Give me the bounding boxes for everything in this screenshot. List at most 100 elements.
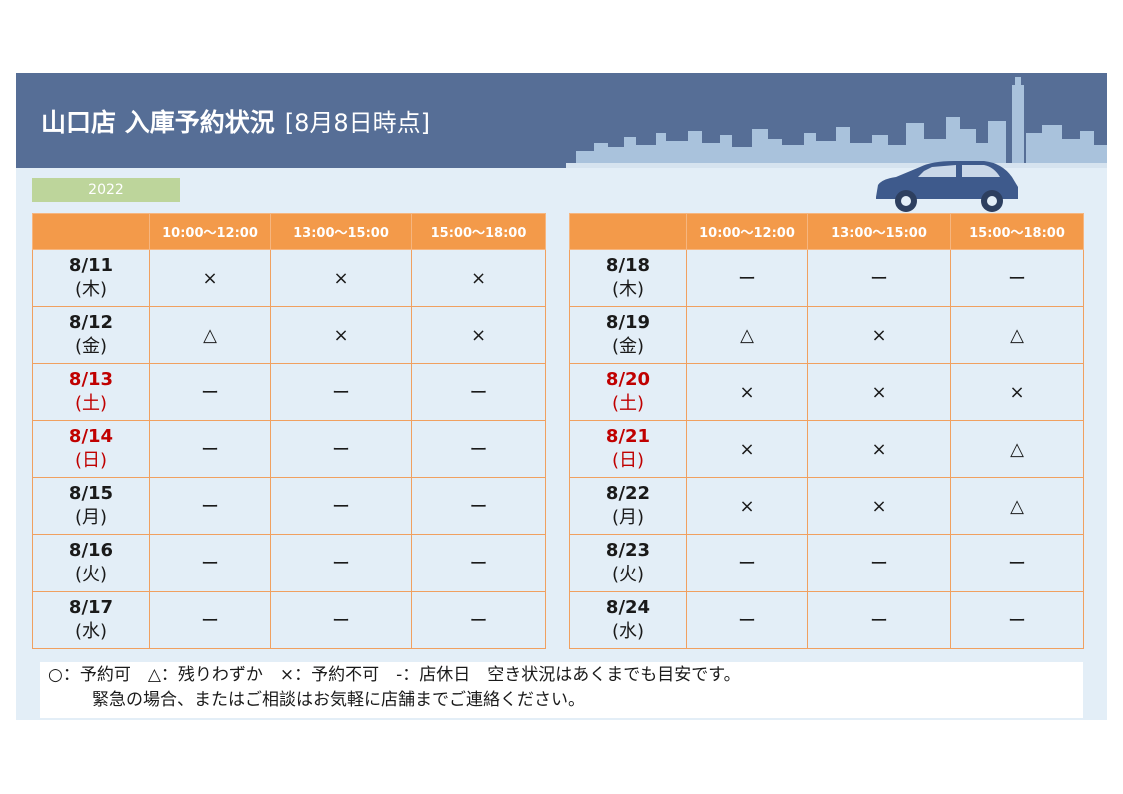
slot-cell: ー — [270, 363, 412, 421]
weekday-label: (日) — [74, 450, 108, 471]
date-cell: 8/19 (金) — [569, 306, 687, 364]
store-title: 山口店 入庫予約状況 — [41, 108, 275, 137]
slot-cell: × — [807, 420, 951, 478]
as-of-date: [8月8日時点] — [284, 109, 430, 137]
date-label: 8/13 — [68, 369, 114, 390]
availability-mark: ー — [201, 383, 219, 404]
weekday-label: (木) — [74, 279, 108, 300]
slot-cell: △ — [950, 477, 1084, 535]
table-header-row: 10:00～12:00 13:00～15:00 15:00～18:00 — [569, 213, 1084, 250]
slot-cell: ー — [950, 591, 1084, 649]
slot-cell: ー — [807, 249, 951, 307]
date-label: 8/19 — [605, 312, 651, 333]
availability-mark: ー — [201, 611, 219, 632]
availability-mark: × — [739, 495, 755, 517]
availability-mark: △ — [740, 324, 754, 346]
availability-mark: ー — [469, 383, 488, 404]
slot-cell: ー — [270, 420, 412, 478]
availability-mark: ー — [1008, 611, 1026, 632]
table-row: 8/20 (土) × × × — [569, 363, 1084, 421]
availability-mark: ー — [1008, 554, 1026, 575]
availability-mark: ー — [469, 497, 488, 518]
date-cell: 8/14 (日) — [32, 420, 150, 478]
slot-cell: × — [950, 363, 1084, 421]
slot-cell: × — [686, 363, 808, 421]
slot-cell: △ — [686, 306, 808, 364]
city-skyline-icon — [566, 77, 1107, 168]
date-cell: 8/16 (火) — [32, 534, 150, 592]
availability-mark: ー — [201, 554, 219, 575]
table-row: 8/15 (月) ー ー ー — [32, 477, 546, 535]
availability-mark: × — [871, 495, 887, 517]
date-cell: 8/23 (火) — [569, 534, 687, 592]
date-cell: 8/13 (土) — [32, 363, 150, 421]
date-cell: 8/21 (日) — [569, 420, 687, 478]
slot-cell: △ — [950, 420, 1084, 478]
date-label: 8/22 — [605, 483, 651, 504]
schedule-table-right: 10:00～12:00 13:00～15:00 15:00～18:00 8/18… — [569, 213, 1084, 649]
date-cell: 8/11 (木) — [32, 249, 150, 307]
availability-mark: × — [202, 267, 218, 289]
slot-cell: △ — [950, 306, 1084, 364]
weekday-label: (月) — [611, 507, 645, 528]
weekday-label: (土) — [74, 393, 108, 414]
table-row: 8/19 (金) △ × △ — [569, 306, 1084, 364]
date-label: 8/11 — [68, 255, 114, 276]
table-row: 8/17 (水) ー ー ー — [32, 591, 546, 649]
availability-mark: ー — [469, 554, 488, 575]
slot-cell: × — [807, 477, 951, 535]
date-cell: 8/24 (水) — [569, 591, 687, 649]
slot-cell: ー — [807, 534, 951, 592]
weekday-label: (水) — [611, 621, 645, 642]
slot-cell: × — [411, 249, 546, 307]
slot-cell: × — [411, 306, 546, 364]
slot-cell: × — [686, 477, 808, 535]
slot-cell: × — [807, 306, 951, 364]
availability-mark: × — [333, 267, 349, 289]
availability-mark: × — [739, 438, 755, 460]
slot-cell: ー — [270, 591, 412, 649]
slot-cell: ー — [411, 420, 546, 478]
legend-line-2: 緊急の場合、またはご相談はお気軽に店舗までご連絡ください。 — [92, 690, 585, 710]
slot-cell: ー — [950, 249, 1084, 307]
table-row: 8/21 (日) × × △ — [569, 420, 1084, 478]
slot-cell: ー — [149, 534, 271, 592]
availability-mark: ー — [201, 440, 219, 461]
availability-mark: × — [1009, 381, 1025, 403]
availability-mark: ー — [469, 440, 488, 461]
weekday-label: (土) — [611, 393, 645, 414]
date-cell: 8/15 (月) — [32, 477, 150, 535]
year-badge: 2022 — [32, 178, 180, 202]
availability-mark: △ — [1010, 438, 1024, 460]
header-banner: 山口店 入庫予約状況 [8月8日時点] — [16, 73, 1107, 168]
slot-cell: ー — [807, 591, 951, 649]
weekday-label: (金) — [74, 336, 108, 357]
date-cell: 8/12 (金) — [32, 306, 150, 364]
availability-mark: × — [739, 381, 755, 403]
slot-cell: ー — [149, 591, 271, 649]
slot-cell: ー — [411, 363, 546, 421]
availability-mark: ー — [738, 554, 756, 575]
slot-cell: ー — [686, 591, 808, 649]
availability-mark: ー — [469, 611, 488, 632]
date-label: 8/23 — [605, 540, 651, 561]
weekday-label: (金) — [611, 336, 645, 357]
legend-line-1: ○：予約可 △：残りわずか ×：予約不可 -：店休日 空き状況はあくまでも目安で… — [48, 665, 741, 685]
slot-cell: ー — [686, 249, 808, 307]
date-label: 8/20 — [605, 369, 651, 390]
date-column-header — [32, 213, 150, 250]
date-label: 8/17 — [68, 597, 114, 618]
availability-mark: ー — [201, 497, 219, 518]
date-cell: 8/22 (月) — [569, 477, 687, 535]
table-row: 8/11 (木) × × × — [32, 249, 546, 307]
availability-mark: ー — [738, 611, 756, 632]
availability-mark: ー — [870, 554, 888, 575]
car-icon — [876, 161, 1018, 212]
availability-mark: ー — [332, 554, 350, 575]
slot-cell: × — [270, 249, 412, 307]
date-label: 8/12 — [68, 312, 114, 333]
date-cell: 8/17 (水) — [32, 591, 150, 649]
date-label: 8/24 — [605, 597, 651, 618]
availability-mark: × — [871, 438, 887, 460]
availability-mark: × — [470, 267, 487, 289]
